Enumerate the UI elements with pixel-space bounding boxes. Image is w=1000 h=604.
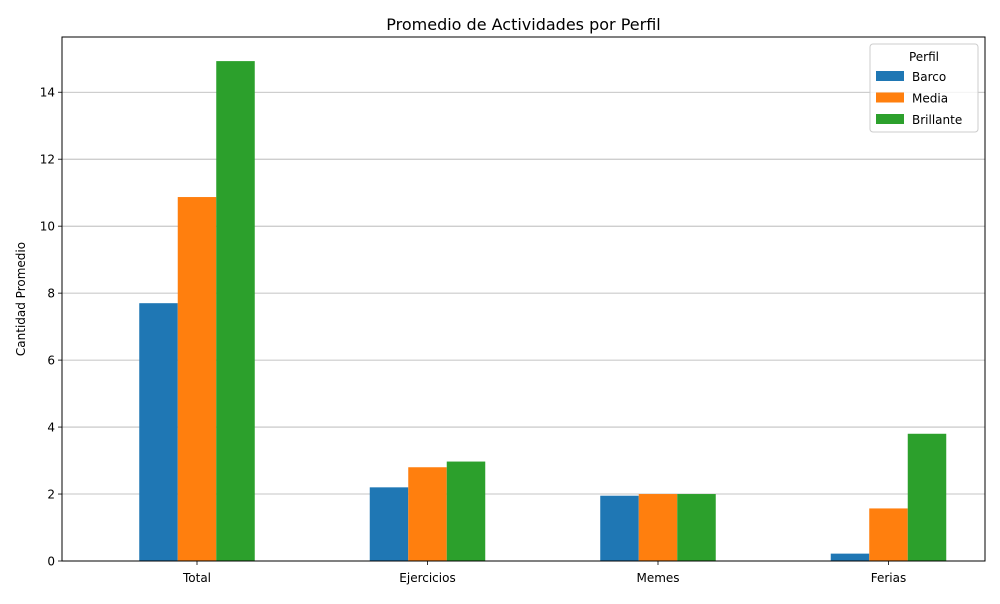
bar-brillante-memes: [677, 494, 716, 561]
bars: [139, 61, 947, 561]
bar-brillante-total: [216, 61, 255, 561]
bar-media-ferias: [869, 508, 908, 561]
y-axis: 0 2 4 6 8 10 12 14: [40, 86, 62, 569]
chart-title: Promedio de Actividades por Perfil: [386, 15, 660, 34]
x-tick-label: Total: [182, 571, 211, 585]
legend-label-media: Media: [912, 92, 948, 106]
y-tick-label: 6: [47, 354, 55, 368]
bar-barco-memes: [600, 495, 639, 561]
legend-swatch-brillante: [876, 114, 904, 124]
x-tick-label: Memes: [636, 571, 679, 585]
bar-media-ejercicios: [408, 467, 447, 561]
legend-swatch-barco: [876, 71, 904, 81]
x-tick-label: Ferias: [871, 571, 907, 585]
plot-frame: [61, 36, 986, 562]
y-axis-label: Cantidad Promedio: [14, 242, 28, 356]
y-tick-label: 14: [40, 86, 55, 100]
bar-brillante-ferias: [907, 433, 947, 561]
legend-box: [869, 43, 979, 133]
y-tick-label: 0: [47, 555, 55, 569]
bar-media-memes: [638, 494, 678, 561]
legend: Perfil Barco Media Brillante: [869, 43, 979, 133]
legend-label-barco: Barco: [912, 70, 946, 84]
y-tick-label: 12: [40, 153, 55, 167]
bar-barco-ferias: [830, 553, 870, 561]
bar-media-total: [177, 197, 217, 561]
legend-title: Perfil: [909, 50, 939, 64]
bar-barco-ejercicios: [369, 487, 409, 561]
bar-barco-total: [139, 303, 178, 561]
y-tick-label: 10: [40, 220, 55, 234]
y-tick-label: 2: [47, 488, 55, 502]
bar-brillante-ejercicios: [446, 461, 486, 561]
x-axis: Total Ejercicios Memes Ferias: [182, 561, 906, 585]
legend-swatch-media: [876, 92, 904, 103]
legend-label-brillante: Brillante: [912, 113, 962, 127]
y-tick-label: 4: [47, 421, 55, 435]
x-tick-label: Ejercicios: [399, 571, 455, 585]
y-tick-label: 8: [47, 287, 55, 301]
